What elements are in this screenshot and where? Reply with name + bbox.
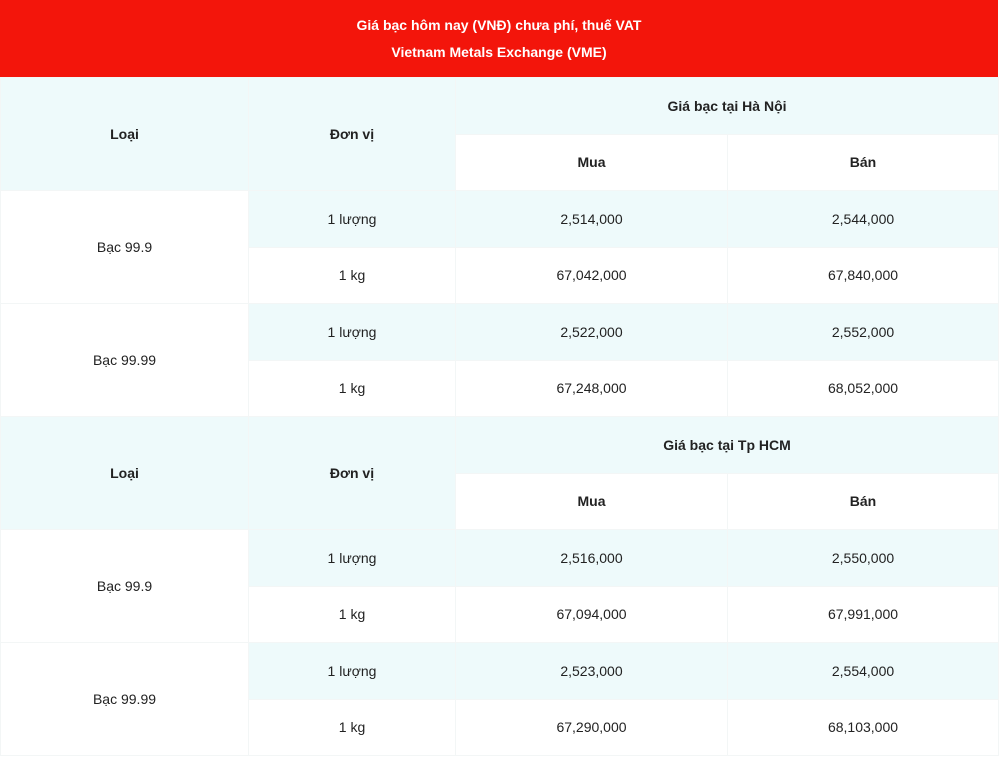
- row: Loại Đơn vị Giá bạc tại Tp HCM: [0, 416, 1000, 530]
- sell-price: 68,052,000: [726, 359, 1000, 417]
- buy-price: 67,042,000: [455, 246, 728, 304]
- column-header: Đơn vị: [248, 416, 456, 530]
- group-header: Giá bạc tại Hà Nội: [454, 77, 1000, 135]
- row: Mua Bán: [1, 472, 1000, 530]
- buy-price: 2,514,000: [455, 190, 728, 248]
- sell-price: 2,544,000: [726, 190, 1000, 248]
- unit-cell: 1 kg: [248, 698, 456, 756]
- type-cell: Bạc 99.9: [0, 190, 249, 304]
- buy-price: 67,094,000: [455, 585, 728, 643]
- unit-cell: 1 lượng: [248, 642, 456, 700]
- subtitle: Vietnam Metals Exchange (VME): [391, 43, 607, 60]
- unit-cell: 1 kg: [248, 246, 456, 304]
- row: 1 kg 67,094,000 67,991,000: [1, 585, 1000, 643]
- type-cell: Bạc 99.99: [0, 303, 249, 417]
- column-header: Bán: [726, 133, 1000, 191]
- unit-cell: 1 kg: [248, 359, 456, 417]
- buy-price: 67,248,000: [455, 359, 728, 417]
- sell-price: 2,550,000: [726, 529, 1000, 587]
- title: Giá bạc hôm nay (VNĐ) chưa phí, thuế VAT: [356, 16, 642, 33]
- unit-cell: 1 lượng: [248, 303, 456, 361]
- buy-price: 67,290,000: [455, 698, 728, 756]
- unit-cell: 1 lượng: [248, 190, 456, 248]
- sell-price: 67,991,000: [726, 585, 1000, 643]
- row: Bạc 99.99 1 lượng 2,522,000 2,552,000: [0, 303, 1000, 417]
- sell-price: 2,554,000: [726, 642, 1000, 700]
- row: 1 kg 67,042,000 67,840,000: [1, 246, 1000, 304]
- price-table: Loại Đơn vị Giá bạc tại Hà Nội Mua Bán Bạc 99…: [0, 77, 1000, 756]
- unit-cell: 1 kg: [248, 585, 456, 643]
- column-header: Loại: [0, 77, 249, 191]
- column-header: Mua: [455, 472, 728, 530]
- type-cell: Bạc 99.99: [0, 642, 249, 756]
- header: Giá bạc hôm nay (VNĐ) chưa phí, thuế VAT…: [0, 0, 998, 77]
- buy-price: 2,516,000: [455, 529, 728, 587]
- column-header: Loại: [0, 416, 249, 530]
- buy-price: 2,522,000: [455, 303, 728, 361]
- type-cell: Bạc 99.9: [0, 529, 249, 643]
- sell-price: 67,840,000: [726, 246, 1000, 304]
- row: Loại Đơn vị Giá bạc tại Hà Nội: [0, 77, 1000, 191]
- row: 1 kg 67,248,000 68,052,000: [1, 359, 1000, 417]
- column-header: Mua: [455, 133, 728, 191]
- unit-cell: 1 lượng: [248, 529, 456, 587]
- buy-price: 2,523,000: [455, 642, 728, 700]
- row: Bạc 99.9 1 lượng 2,514,000 2,544,000: [0, 190, 1000, 304]
- column-header: Bán: [726, 472, 1000, 530]
- column-header: Đơn vị: [248, 77, 456, 191]
- row: Mua Bán: [1, 133, 1000, 191]
- sell-price: 2,552,000: [726, 303, 1000, 361]
- row: Bạc 99.9 1 lượng 2,516,000 2,550,000: [0, 529, 1000, 643]
- row: 1 kg 67,290,000 68,103,000: [1, 698, 1000, 756]
- sell-price: 68,103,000: [726, 698, 1000, 756]
- row: Bạc 99.99 1 lượng 2,523,000 2,554,000: [0, 642, 1000, 756]
- group-header: Giá bạc tại Tp HCM: [454, 416, 1000, 474]
